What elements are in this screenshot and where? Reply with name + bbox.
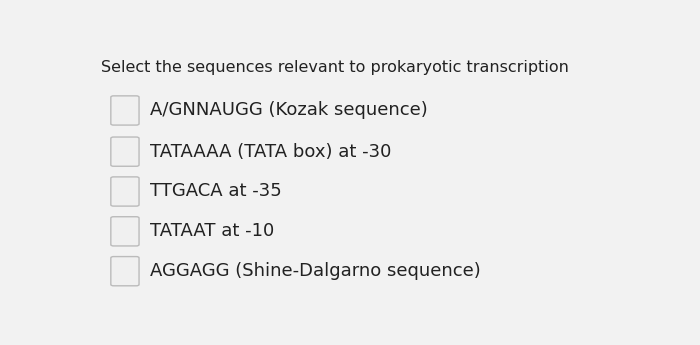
FancyBboxPatch shape	[111, 217, 139, 246]
FancyBboxPatch shape	[111, 137, 139, 166]
Text: AGGAGG (Shine-Dalgarno sequence): AGGAGG (Shine-Dalgarno sequence)	[150, 262, 481, 280]
Text: TATAAT at -10: TATAAT at -10	[150, 222, 274, 240]
Text: A/GNNAUGG (Kozak sequence): A/GNNAUGG (Kozak sequence)	[150, 101, 428, 119]
FancyBboxPatch shape	[111, 96, 139, 125]
Text: Select the sequences relevant to prokaryotic transcription: Select the sequences relevant to prokary…	[101, 60, 569, 75]
Text: TTGACA at -35: TTGACA at -35	[150, 183, 281, 200]
FancyBboxPatch shape	[111, 257, 139, 286]
FancyBboxPatch shape	[111, 177, 139, 206]
Text: TATAAAA (TATA box) at -30: TATAAAA (TATA box) at -30	[150, 142, 391, 161]
